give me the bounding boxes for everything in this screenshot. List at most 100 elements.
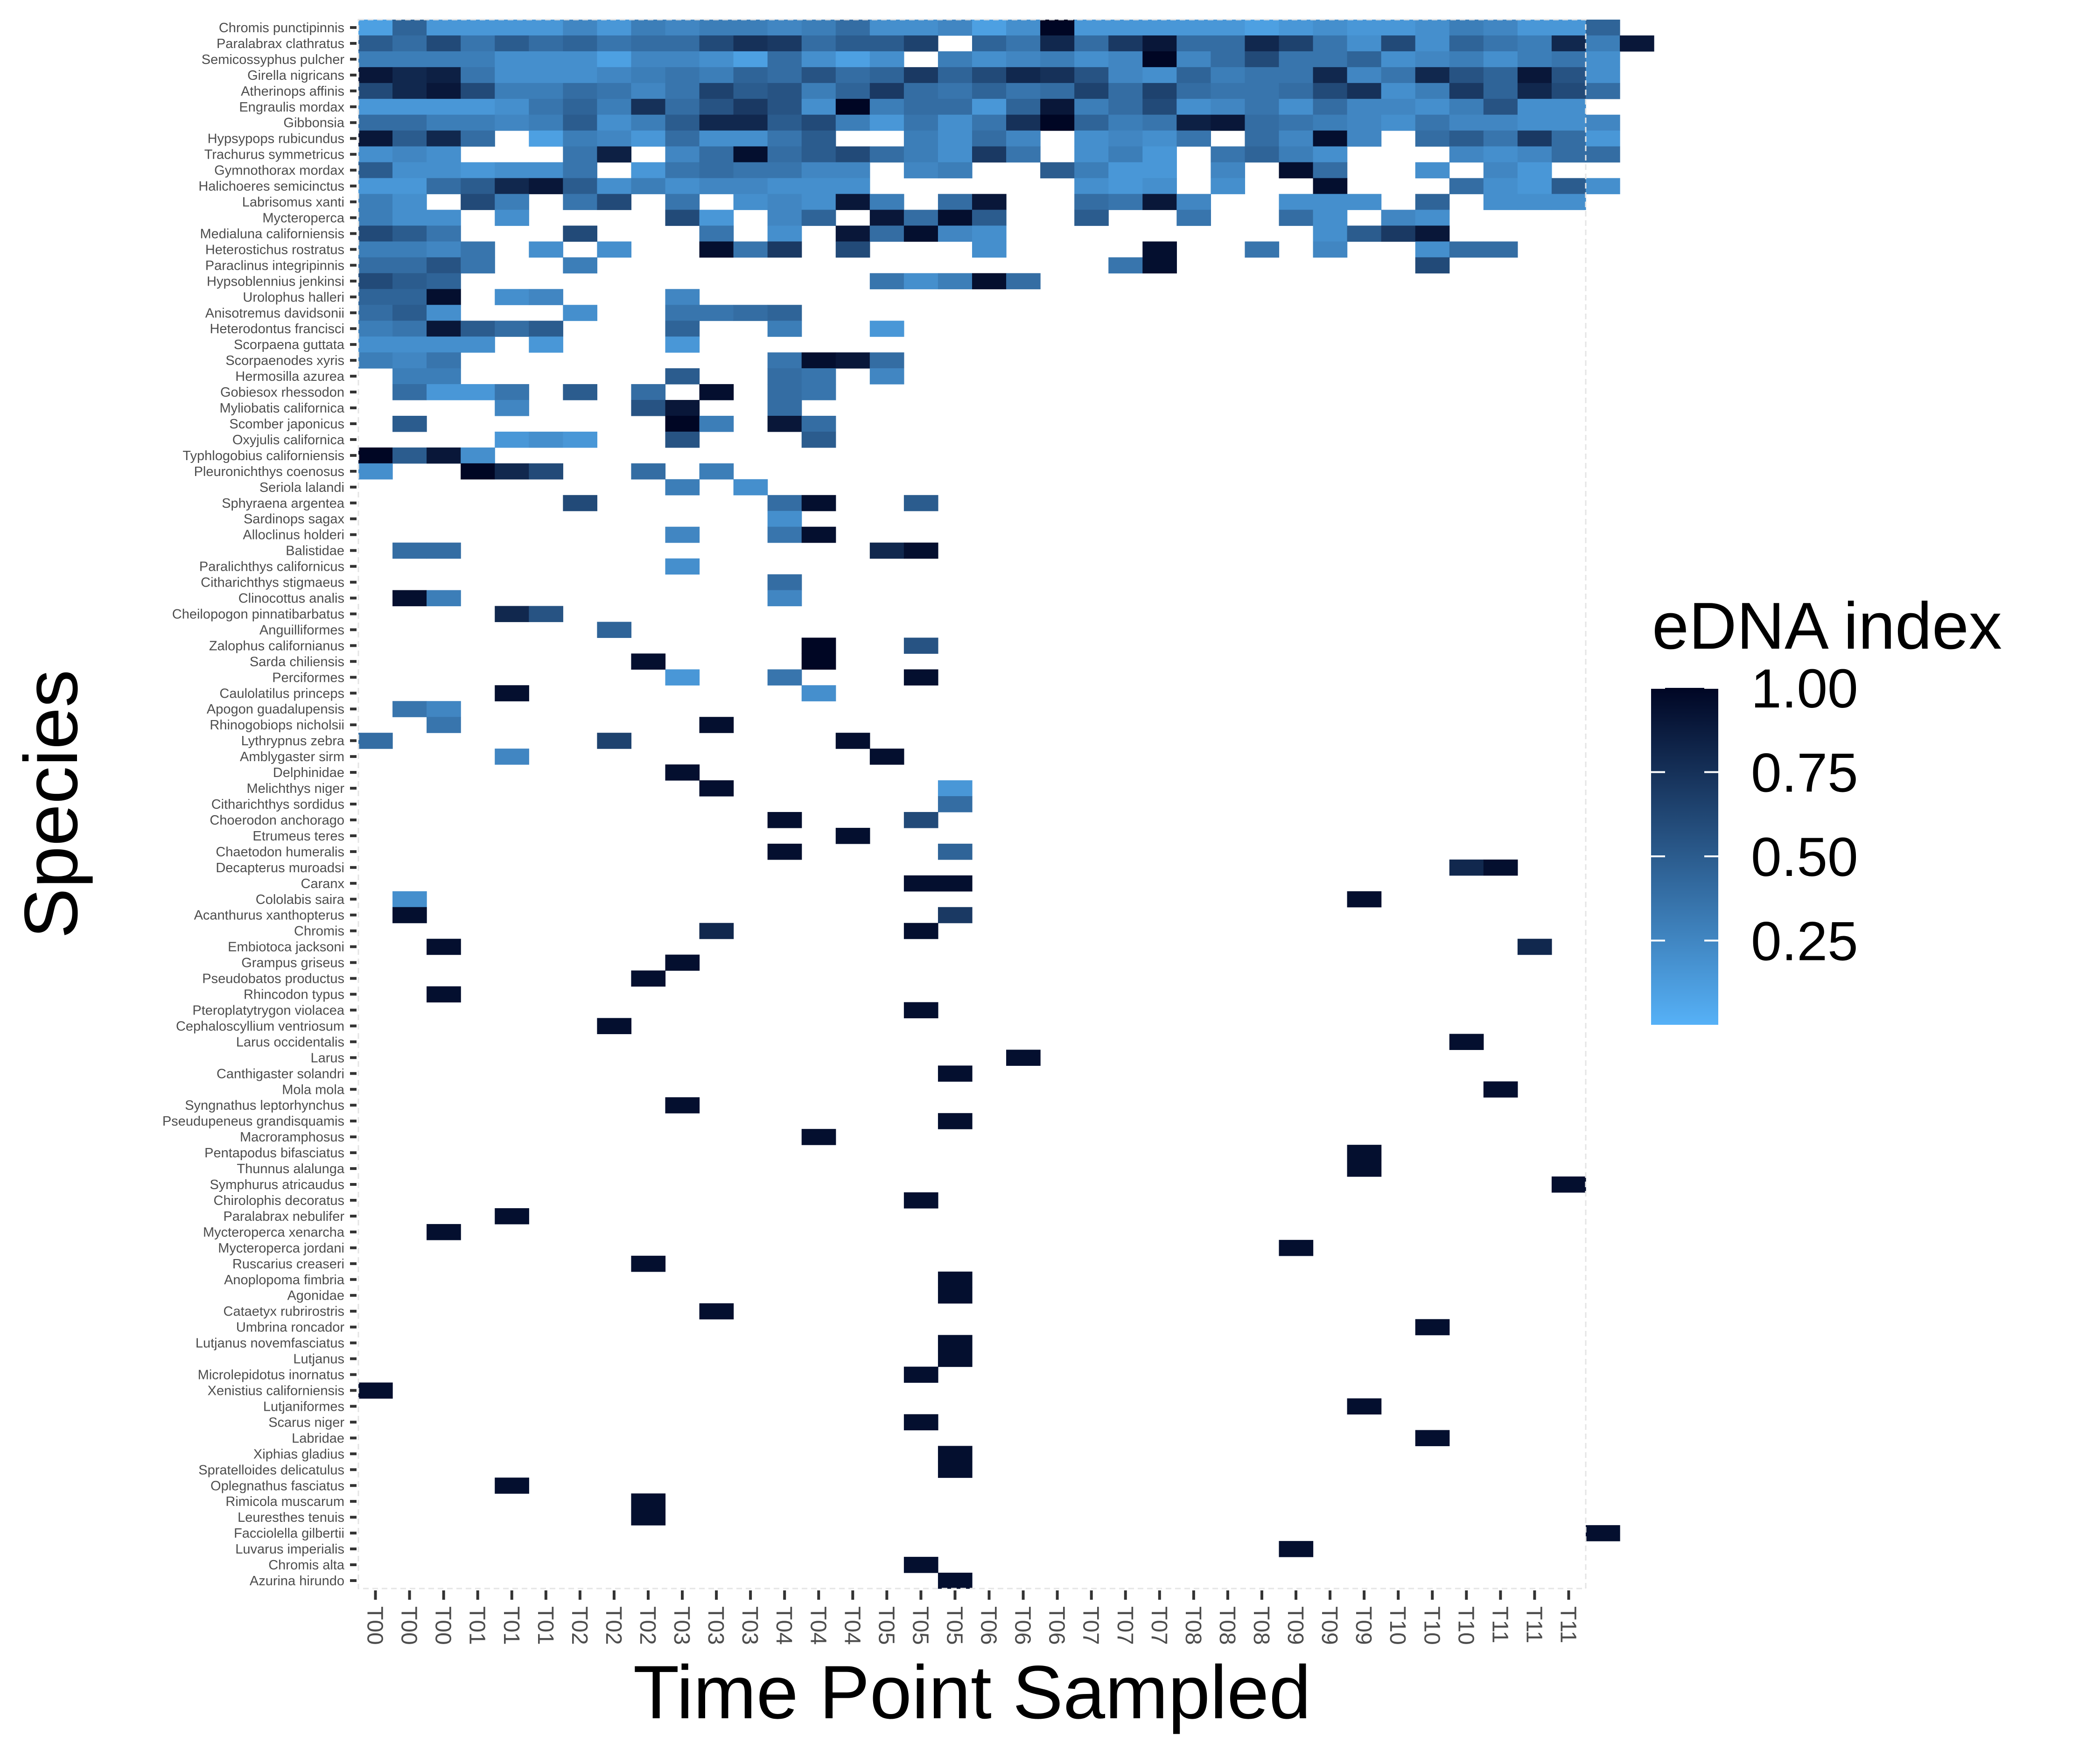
y-tick-label: Cololabis saira: [256, 892, 345, 907]
heatmap-cell: [461, 67, 495, 84]
heatmap-cell: [427, 717, 461, 733]
heatmap-cell: [461, 20, 495, 36]
heatmap-cell: [1279, 162, 1314, 179]
heatmap-cell: [972, 194, 1007, 210]
heatmap-cell: [427, 938, 461, 955]
heatmap-cell: [495, 20, 529, 36]
heatmap-cell: [938, 98, 973, 115]
heatmap-cell: [495, 210, 529, 226]
heatmap-cell: [869, 114, 904, 131]
y-tick-label: Caranx: [301, 876, 345, 891]
heatmap-cell: [1142, 162, 1177, 179]
heatmap-cell: [1108, 67, 1143, 84]
x-tick-label: T04: [805, 1606, 830, 1645]
heatmap-cell: [1347, 1398, 1382, 1415]
heatmap-cell: [495, 606, 529, 623]
y-tick-label: Sarda chiliensis: [250, 654, 344, 669]
x-tick-label: T07: [1078, 1606, 1103, 1645]
heatmap-cell: [767, 812, 802, 828]
heatmap-cell: [529, 178, 563, 195]
heatmap-cell: [733, 305, 768, 321]
y-tick-label: Perciformes: [272, 670, 344, 685]
heatmap-cell: [972, 130, 1007, 147]
heatmap-cell: [1211, 114, 1246, 131]
heatmap-cell: [1551, 98, 1586, 115]
heatmap-cell: [903, 1366, 938, 1383]
heatmap-cell: [358, 321, 393, 337]
heatmap-cell: [699, 305, 734, 321]
heatmap-cell: [1176, 114, 1211, 131]
heatmap-cell: [767, 590, 802, 607]
heatmap-cell: [938, 146, 973, 163]
heatmap-cell: [1381, 51, 1416, 68]
x-tick-label: T10: [1419, 1606, 1444, 1645]
heatmap-cell: [1347, 891, 1382, 908]
heatmap-cell: [392, 83, 427, 99]
y-tick-label: Xiphias gladius: [253, 1447, 344, 1462]
heatmap-cell: [1483, 98, 1518, 115]
heatmap-cell: [938, 1446, 973, 1462]
y-tick-label: Labrisomus xanti: [242, 195, 344, 210]
heatmap-cell: [1586, 35, 1620, 52]
heatmap-cell: [461, 257, 495, 273]
heatmap-cell: [869, 83, 904, 99]
x-tick-label: T08: [1215, 1606, 1239, 1645]
heatmap-cell: [1415, 1430, 1450, 1446]
heatmap-cell: [563, 51, 597, 68]
heatmap-cell: [495, 178, 529, 195]
heatmap-cell: [461, 114, 495, 131]
heatmap-cell: [1142, 98, 1177, 115]
heatmap-cell: [699, 162, 734, 179]
heatmap-cell: [427, 146, 461, 163]
heatmap-cell: [1415, 83, 1450, 99]
heatmap-cell: [392, 146, 427, 163]
heatmap-cell: [1313, 51, 1348, 68]
heatmap-cell: [358, 194, 393, 210]
y-tick-label: Paralabrax nebulifer: [223, 1209, 344, 1224]
y-tick-label: Spratelloides delicatulus: [198, 1463, 344, 1477]
heatmap-cell: [529, 289, 563, 305]
heatmap-cell: [665, 83, 700, 99]
y-tick-label: Labridae: [292, 1431, 344, 1446]
heatmap-cell: [1211, 98, 1246, 115]
heatmap-cell: [1347, 83, 1382, 99]
heatmap-cell: [972, 241, 1007, 258]
heatmap-cell: [903, 669, 938, 686]
heatmap-cell: [358, 352, 393, 369]
heatmap-cell: [563, 162, 597, 179]
heatmap-cell: [1108, 20, 1143, 36]
heatmap-cell: [1313, 20, 1348, 36]
y-tick-label: Sardinops sagax: [244, 512, 345, 527]
heatmap-cell: [938, 1271, 973, 1288]
heatmap-cell: [495, 51, 529, 68]
heatmap-cell: [1142, 130, 1177, 147]
heatmap-cell: [903, 114, 938, 131]
heatmap-cell: [699, 35, 734, 52]
x-tick-label: T04: [840, 1606, 864, 1645]
y-tick-label: Ruscarius creaseri: [232, 1257, 344, 1272]
heatmap-cell: [1074, 51, 1109, 68]
heatmap-cell: [427, 257, 461, 273]
heatmap-cell: [1313, 67, 1348, 84]
y-tick-label: Cephaloscyllium ventriosum: [176, 1019, 344, 1034]
heatmap-cell: [767, 178, 802, 195]
heatmap-cell: [903, 1557, 938, 1573]
heatmap-cell: [767, 83, 802, 99]
y-tick-label: Caulolatilus princeps: [219, 686, 344, 701]
heatmap-cell: [563, 98, 597, 115]
heatmap-cell: [903, 20, 938, 36]
heatmap-cell: [529, 241, 563, 258]
y-tick-label: Mycteroperca jordani: [218, 1241, 344, 1256]
heatmap-cell: [495, 384, 529, 400]
heatmap-cell: [1279, 83, 1314, 99]
heatmap-cell: [903, 637, 938, 654]
heatmap-cell: [461, 194, 495, 210]
heatmap-cell: [1040, 162, 1075, 179]
heatmap-cell: [597, 35, 632, 52]
y-tick-label: Lutjanus: [293, 1352, 344, 1367]
heatmap-cell: [461, 162, 495, 179]
heatmap-cell: [1620, 35, 1654, 52]
heatmap-cell: [1108, 257, 1143, 273]
heatmap-cell: [835, 20, 870, 36]
heatmap-cell: [1449, 67, 1484, 84]
